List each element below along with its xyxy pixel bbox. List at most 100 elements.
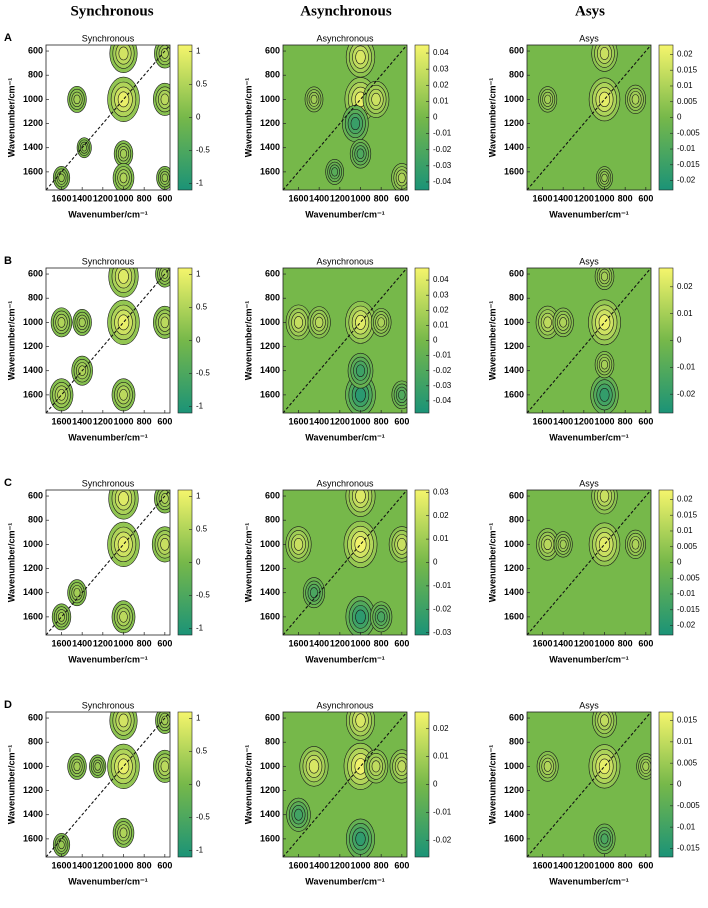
contour-ring <box>57 389 66 401</box>
contour-ring <box>559 317 567 328</box>
contour-peak <box>76 137 92 159</box>
colorbar-tick-label: 0 <box>433 336 438 345</box>
colorbar-tick-label: 0.02 <box>677 282 693 291</box>
contour-peak <box>286 797 311 832</box>
colorbar-tick-label: 0.01 <box>433 321 449 330</box>
colorbar-tick-label: 0.01 <box>433 752 449 761</box>
contour-peak <box>108 268 139 298</box>
contour-peak <box>594 351 615 379</box>
colorbar-tick-label: 0.03 <box>433 290 449 299</box>
x-tick-label: 1600 <box>288 193 308 203</box>
colorbar-tick-label: -0.005 <box>677 573 700 582</box>
colorbar-tick-label: -0.04 <box>433 396 452 405</box>
x-tick-label: 1000 <box>594 193 614 203</box>
contours <box>46 45 170 190</box>
y-tick-label: 600 <box>28 45 43 55</box>
contour-peak <box>391 163 407 190</box>
x-axis-label: Wavenumber/cm⁻¹ <box>549 432 628 442</box>
x-tick-label: 800 <box>137 860 152 870</box>
colorbar-tick-label: -0.02 <box>433 145 452 154</box>
contours <box>527 45 651 190</box>
contour-ring <box>355 49 366 65</box>
panel-title: Asynchronous <box>316 700 374 710</box>
x-axis-label: Wavenumber/cm⁻¹ <box>305 654 384 664</box>
y-tick-label: 1600 <box>23 611 43 621</box>
contour-ring <box>355 387 366 403</box>
y-tick-label: 1600 <box>23 833 43 843</box>
y-tick-label: 1200 <box>23 563 43 573</box>
y-tick-label: 600 <box>509 712 524 722</box>
contour-ring <box>543 316 552 329</box>
x-tick-label: 1400 <box>72 416 92 426</box>
colorbar-tick-label: -0.01 <box>433 807 452 816</box>
y-tick-label: 1200 <box>260 785 280 795</box>
colorbar-tick-label: 0 <box>196 780 201 789</box>
x-tick-label: 1000 <box>113 416 133 426</box>
colorbar-tick-label: -1 <box>196 179 204 188</box>
contour-ring <box>377 611 386 623</box>
contour-peak <box>49 378 74 412</box>
y-tick-label: 1600 <box>504 611 524 621</box>
contour-ring <box>310 94 318 104</box>
x-tick-label: 800 <box>137 193 152 203</box>
y-tick-label: 1600 <box>23 166 43 176</box>
contours <box>283 268 407 413</box>
contours <box>283 45 407 190</box>
plot-frame <box>282 44 408 191</box>
x-tick-label: 1600 <box>532 416 552 426</box>
y-tick-label: 600 <box>28 268 43 278</box>
plot-frame <box>526 489 652 636</box>
colorbar-tick-label: 0 <box>196 336 201 345</box>
colorbar-tick-label: 0.01 <box>433 534 449 543</box>
y-tick-label: 1000 <box>504 761 524 771</box>
x-tick-label: 1600 <box>288 638 308 648</box>
diagonal <box>46 45 170 190</box>
contour-peak <box>72 308 92 336</box>
panel-title: Synchronous <box>82 33 135 43</box>
contour-ring <box>117 536 130 553</box>
contour-ring <box>355 831 366 846</box>
contour-peak <box>345 818 376 857</box>
x-tick-label: 1000 <box>350 860 370 870</box>
x-tick-label: 1200 <box>93 193 113 203</box>
colorbar-tick-label: -0.015 <box>677 160 700 169</box>
x-tick-label: 1200 <box>93 416 113 426</box>
contour-ring <box>600 359 609 370</box>
contour-ring <box>57 317 66 328</box>
x-tick-label: 600 <box>394 193 409 203</box>
colorbar-tick-label: -0.04 <box>433 177 452 186</box>
x-tick-label: 800 <box>618 416 633 426</box>
contour-ring <box>354 536 367 553</box>
x-tick-label: 800 <box>618 860 633 870</box>
x-tick-label: 600 <box>157 860 172 870</box>
contour-peak <box>155 712 170 734</box>
contour-ring <box>543 761 552 772</box>
contour-ring <box>160 48 169 59</box>
x-axis-label: Wavenumber/cm⁻¹ <box>549 876 628 886</box>
diagonal <box>527 712 651 857</box>
contour-peak <box>107 76 140 122</box>
diagonal <box>283 490 407 635</box>
colorbar-tick-label: -0.01 <box>433 129 452 138</box>
colorbar-tick-label: 0.02 <box>433 724 449 733</box>
y-tick-label: 1600 <box>260 166 280 176</box>
y-tick-label: 1200 <box>504 341 524 351</box>
x-axis-label: Wavenumber/cm⁻¹ <box>549 209 628 219</box>
contours <box>46 490 170 635</box>
x-tick-label: 1400 <box>553 416 573 426</box>
contour-peak <box>89 754 107 779</box>
contour-peak <box>112 162 135 190</box>
colorbar-tick-label: -0.01 <box>433 581 452 590</box>
x-tick-label: 1400 <box>553 638 573 648</box>
y-tick-label: 1600 <box>504 833 524 843</box>
contour-ring <box>117 758 130 775</box>
contour-peak <box>113 140 134 168</box>
column-header: Asys <box>575 3 605 19</box>
x-tick-label: 600 <box>638 638 653 648</box>
contour-ring <box>356 148 365 159</box>
row-label: D <box>4 699 12 711</box>
contour-ring <box>160 316 170 329</box>
